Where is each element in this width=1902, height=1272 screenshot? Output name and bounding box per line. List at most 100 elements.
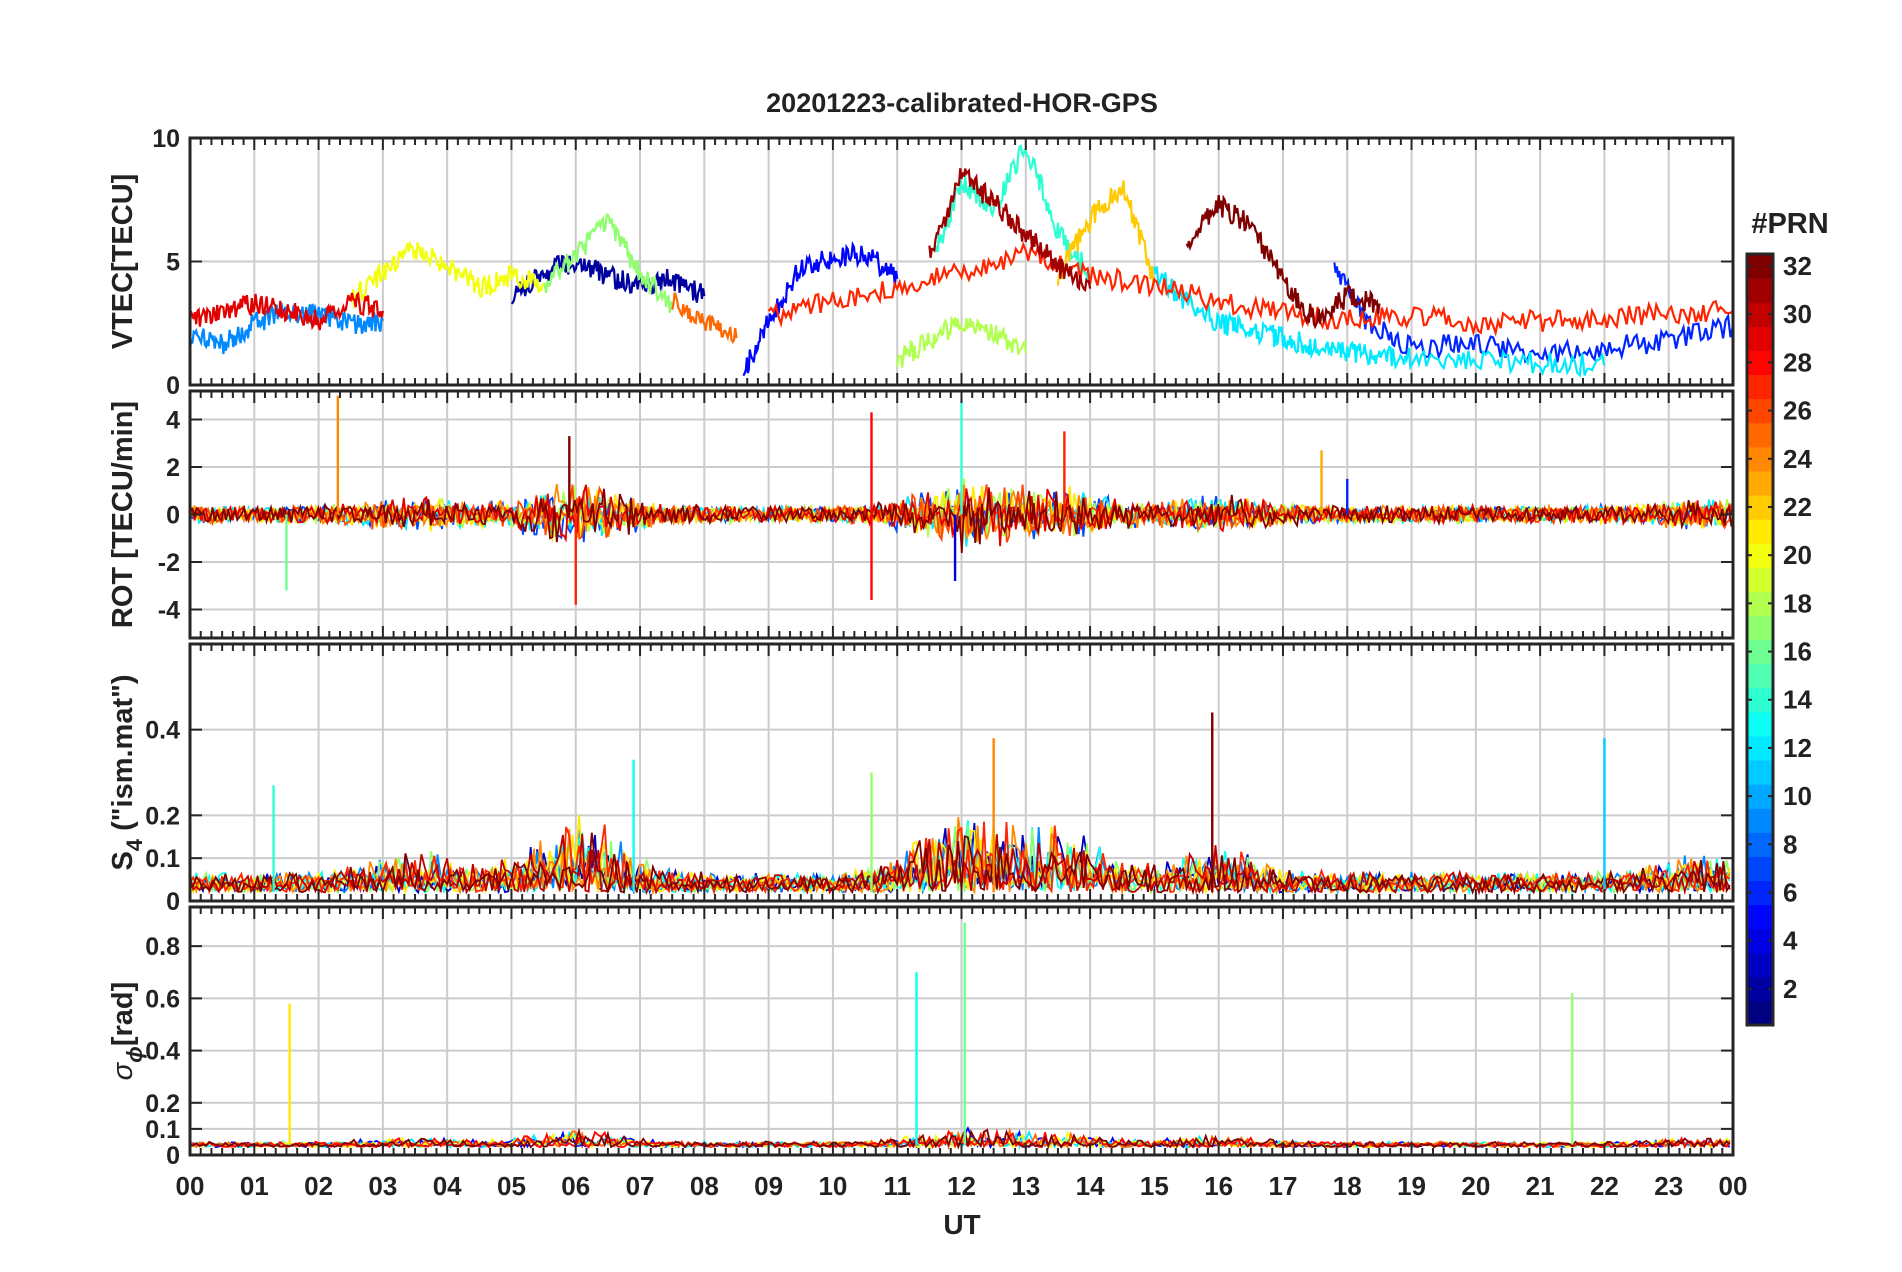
s4-ylabel: S4 ("ism.mat") (107, 674, 147, 870)
x-tick-label: 01 (240, 1171, 269, 1201)
colorbar-cell (1747, 326, 1773, 351)
x-tick-label: 08 (690, 1171, 719, 1201)
x-tick-label: 03 (368, 1171, 397, 1201)
x-tick-label: 20 (1461, 1171, 1490, 1201)
x-tick-label: 05 (497, 1171, 526, 1201)
s4-series-line (190, 832, 1731, 896)
rot-panel: 4 2 0 -2 -4 ROT [TECU/min] (107, 389, 1735, 640)
colorbar-tick-label: 28 (1783, 347, 1812, 377)
x-axis-label: UT (943, 1209, 980, 1240)
rot-ytick-label: 0 (166, 502, 180, 530)
s4-ytick-label: 0.4 (145, 717, 180, 745)
colorbar-cell (1747, 663, 1773, 689)
vtec-series-line (742, 240, 899, 377)
vtec-series-line (1185, 194, 1381, 330)
colorbar-cell (1747, 615, 1773, 641)
colorbar-tick-label: 24 (1783, 444, 1812, 474)
x-tick-label: 09 (754, 1171, 783, 1201)
vtec-series-line (190, 291, 384, 331)
vtec-series-line (896, 315, 1027, 368)
vtec-series-line (510, 254, 706, 305)
colorbar-cell (1747, 904, 1773, 930)
s4-series-layer (190, 644, 1733, 901)
chart-title: 20201223-calibrated-HOR-GPS (766, 88, 1158, 118)
rot-ylabel: ROT [TECU/min] (107, 401, 139, 628)
x-tick-label: 22 (1590, 1171, 1619, 1201)
colorbar-tick-label: 32 (1783, 251, 1812, 281)
x-tick-label: 07 (626, 1171, 655, 1201)
x-tick-label: 21 (1526, 1171, 1555, 1201)
colorbar-tick-label: 2 (1783, 974, 1797, 1004)
x-tick-label: 10 (818, 1171, 847, 1201)
x-tick-label: 23 (1654, 1171, 1683, 1201)
colorbar-cell (1747, 567, 1773, 592)
rot-ytick-label: -2 (158, 549, 180, 577)
vtec-series-line (767, 241, 1733, 337)
vtec-series-line (928, 167, 1092, 293)
s4-axis: 00.10.20.4S4 ("ism.mat") (107, 642, 1735, 916)
x-tick-label: 13 (1011, 1171, 1040, 1201)
s4-ytick-label: 0.1 (145, 845, 180, 873)
colorbar-tick-label: 16 (1783, 637, 1812, 667)
sigma-ytick-label: 0.1 (145, 1116, 180, 1144)
colorbar-tick-label: 22 (1783, 492, 1812, 522)
colorbar-tick-label: 4 (1783, 926, 1798, 956)
x-tick-label: 18 (1333, 1171, 1362, 1201)
sigma-ytick-label: 0 (166, 1142, 180, 1170)
x-tick-label: 11 (883, 1171, 911, 1201)
rot-ytick-label: 4 (166, 407, 180, 435)
s4-ylabel-subscript: 4 (122, 838, 147, 851)
colorbar-tick-label: 18 (1783, 588, 1812, 618)
sigma-ylabel-subscript: ϕ (122, 1046, 147, 1063)
colorbar-tick-label: 14 (1783, 685, 1812, 715)
vtec-series-layer (190, 138, 1733, 385)
vtec-panel: 0 5 10 VTEC[TECU] (107, 125, 1735, 400)
colorbar-cell (1747, 422, 1773, 448)
x-tick-label: 04 (433, 1171, 462, 1201)
sigma-phi-axis: 00.10.2 0.4 0.6 0.8 σϕ[rad] (107, 905, 1735, 1170)
sigma-ytick-label: 0.4 (145, 1038, 180, 1066)
x-tick-label: 15 (1140, 1171, 1169, 1201)
rot-series-layer (190, 391, 1733, 638)
x-tick-label: 19 (1397, 1171, 1426, 1201)
sigma-phi-series-layer (190, 907, 1733, 1155)
sigma-ytick-label: 0.8 (145, 933, 180, 961)
colorbar-cell (1747, 519, 1773, 544)
vtec-ytick-label: 10 (152, 125, 180, 153)
rot-axis: 4 2 0 -2 -4 ROT [TECU/min] (107, 389, 1735, 640)
colorbar-tick-label: 26 (1783, 396, 1812, 426)
colorbar-cell (1747, 374, 1773, 400)
colorbar-cell (1747, 470, 1773, 496)
colorbar-cell (1747, 1000, 1773, 1026)
vtec-axis: 0 5 10 VTEC[TECU] (107, 125, 1735, 400)
vtec-series-line (934, 143, 1092, 284)
s4-ytick-label: 0.2 (145, 802, 180, 830)
colorbar-frame (1745, 252, 1775, 1027)
vtec-ytick-label: 5 (166, 249, 180, 277)
colorbar-tick-label: 30 (1783, 299, 1812, 329)
x-tick-label: 00 (1719, 1171, 1748, 1201)
colorbar-cell (1747, 952, 1773, 978)
colorbar-tick-label: 6 (1783, 877, 1797, 907)
s4-ylabel-main: S (107, 851, 139, 870)
x-tick-label: 00 (176, 1171, 205, 1201)
s4-panel: 00.10.20.4S4 ("ism.mat") (107, 642, 1735, 916)
vtec-series-line (1056, 180, 1156, 286)
sigma-ytick-label: 0.2 (145, 1090, 180, 1118)
sigma-ytick-label: 0.6 (145, 985, 180, 1013)
vtec-series-line (1333, 262, 1733, 364)
colorbar-cells (1745, 252, 1775, 1027)
vtec-series-line (542, 213, 674, 314)
vtec-series-line (349, 239, 545, 309)
colorbar-label: #PRN (1751, 208, 1828, 240)
x-tick-label: 06 (561, 1171, 590, 1201)
vtec-series-line (671, 292, 738, 345)
x-tick-label: 17 (1268, 1171, 1297, 1201)
colorbar-tick-label: 10 (1783, 781, 1812, 811)
colorbar-cell (1747, 759, 1773, 785)
vtec-ytick-label: 0 (166, 372, 180, 400)
x-tick-label: 12 (947, 1171, 976, 1201)
